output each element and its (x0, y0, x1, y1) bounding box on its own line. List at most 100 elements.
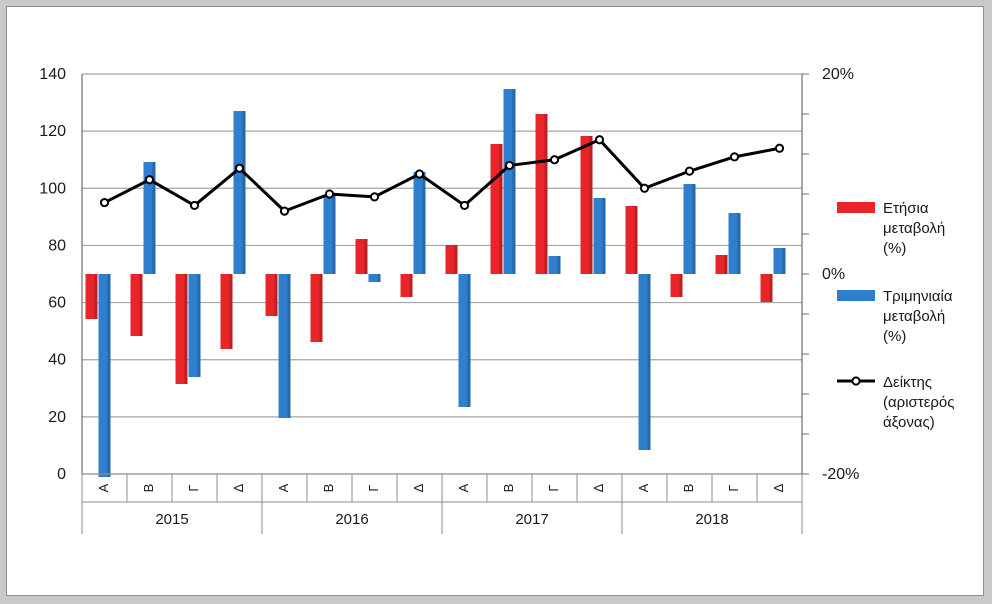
quarter-label: Β (321, 484, 336, 493)
chart: 0 20 40 60 80 100 120 140 -20% 0% 20% Α Β Γ Δ Α Β Γ Δ Α Β Γ Δ Α… (39, 66, 955, 534)
legend-label: Δείκτης (883, 374, 932, 391)
index-point (774, 143, 785, 153)
year-label: 2017 (515, 511, 548, 528)
left-tick-label: 140 (39, 66, 66, 83)
year-label: 2016 (335, 511, 368, 528)
quarter-label: Γ (726, 484, 741, 491)
quarterly-change-bar (233, 111, 246, 274)
quarter-label: Γ (366, 484, 381, 491)
quarterly-change-bar (503, 89, 516, 274)
bar-shade (364, 239, 368, 274)
annual-change-bar (355, 239, 368, 274)
bar-shade (634, 206, 638, 274)
legend-label: (%) (883, 240, 906, 257)
quarter-label: Α (636, 483, 651, 492)
quarter-label: Δ (771, 483, 786, 492)
bar-shade (319, 274, 323, 342)
legend-label: άξονας) (883, 414, 935, 431)
annual-change-bar (310, 274, 323, 342)
chart-frame: 0 20 40 60 80 100 120 140 -20% 0% 20% Α Β Γ Δ Α Β Γ Δ Α Β Γ Δ Α… (6, 6, 984, 596)
legend-marker (851, 376, 861, 386)
left-tick-label: 0 (57, 466, 66, 483)
legend-label: (αριστερός (883, 394, 955, 411)
legend-swatch (837, 290, 875, 301)
quarter-label: Β (501, 484, 516, 493)
bar-shade (94, 274, 98, 319)
bar-shade (184, 274, 188, 384)
quarter-label: Δ (591, 483, 606, 492)
left-tick-label: 120 (39, 123, 66, 140)
legend-label: μεταβολή (883, 308, 945, 325)
annual-change-bar (670, 274, 683, 297)
index-point (234, 163, 245, 173)
left-tick-label: 100 (39, 180, 66, 197)
quarter-label: Δ (231, 483, 246, 492)
bar-shade (737, 213, 741, 274)
annual-change-bar (535, 114, 548, 274)
index-point (414, 169, 425, 179)
quarterly-change-bar (548, 256, 561, 274)
quarterly-change-bar (323, 195, 336, 274)
annual-change-bar (175, 274, 188, 384)
legend-label: μεταβολή (883, 220, 945, 237)
bar-shade (377, 274, 381, 282)
index-point (189, 200, 200, 211)
index-point (594, 135, 605, 145)
quarterly-change-bar (593, 198, 606, 274)
quarterly-change-bar (143, 162, 156, 274)
bar-shade (512, 89, 516, 274)
legend-label: (%) (883, 328, 906, 345)
quarter-label: Β (141, 484, 156, 493)
bar-shade (557, 256, 561, 274)
legend: Ετήσια μεταβολή (%) Τριμηνιαία μεταβολή (%) Δε… (837, 200, 955, 431)
quarterly-change-bar (683, 184, 696, 274)
annual-change-bar (715, 255, 728, 274)
bar-shade (679, 274, 683, 297)
bar-shade (197, 274, 201, 377)
annual-change-bar (445, 245, 458, 274)
quarter-label: Α (456, 483, 471, 492)
bar-shade (769, 274, 773, 302)
index-point (639, 183, 650, 193)
annual-change-bar (85, 274, 98, 319)
index-point (549, 155, 560, 165)
left-tick-label: 80 (48, 237, 66, 254)
bar-shade (544, 114, 548, 274)
bar-shade (152, 162, 156, 274)
axes (81, 73, 809, 534)
bar-shade (724, 255, 728, 274)
bar-shade (274, 274, 278, 316)
quarterly-change-bar (188, 274, 201, 377)
bars (85, 89, 786, 477)
bar-shade (229, 274, 233, 349)
index-point (684, 166, 695, 176)
quarterly-change-bar (773, 248, 786, 274)
bar-shade (139, 274, 143, 336)
bar-shade (287, 274, 291, 418)
quarter-label: Α (276, 483, 291, 492)
annual-change-bar (625, 206, 638, 274)
left-tick-label: 20 (48, 409, 66, 426)
axis-labels: 0 20 40 60 80 100 120 140 -20% 0% 20% Α Β Γ Δ Α Β Γ Δ Α Β Γ Δ Α… (39, 66, 859, 528)
index-line-path (103, 138, 780, 213)
quarter-label: Γ (546, 484, 561, 491)
year-label: 2018 (695, 511, 728, 528)
index-point (369, 192, 380, 202)
quarterly-change-bar (638, 274, 651, 450)
bar-shade (647, 274, 651, 450)
index-point (729, 152, 740, 162)
bar-shade (422, 172, 426, 274)
annual-change-bar (760, 274, 773, 302)
annual-change-bar (220, 274, 233, 349)
quarterly-change-bar (98, 274, 111, 477)
bar-shade (332, 195, 336, 274)
index-point (279, 206, 290, 216)
quarter-label: Β (681, 484, 696, 493)
left-tick-label: 60 (48, 295, 66, 312)
bar-shade (107, 274, 111, 477)
index-point (459, 200, 470, 211)
annual-change-bar (130, 274, 143, 336)
quarterly-change-bar (458, 274, 471, 407)
bar-shade (692, 184, 696, 274)
index-line (99, 135, 785, 216)
